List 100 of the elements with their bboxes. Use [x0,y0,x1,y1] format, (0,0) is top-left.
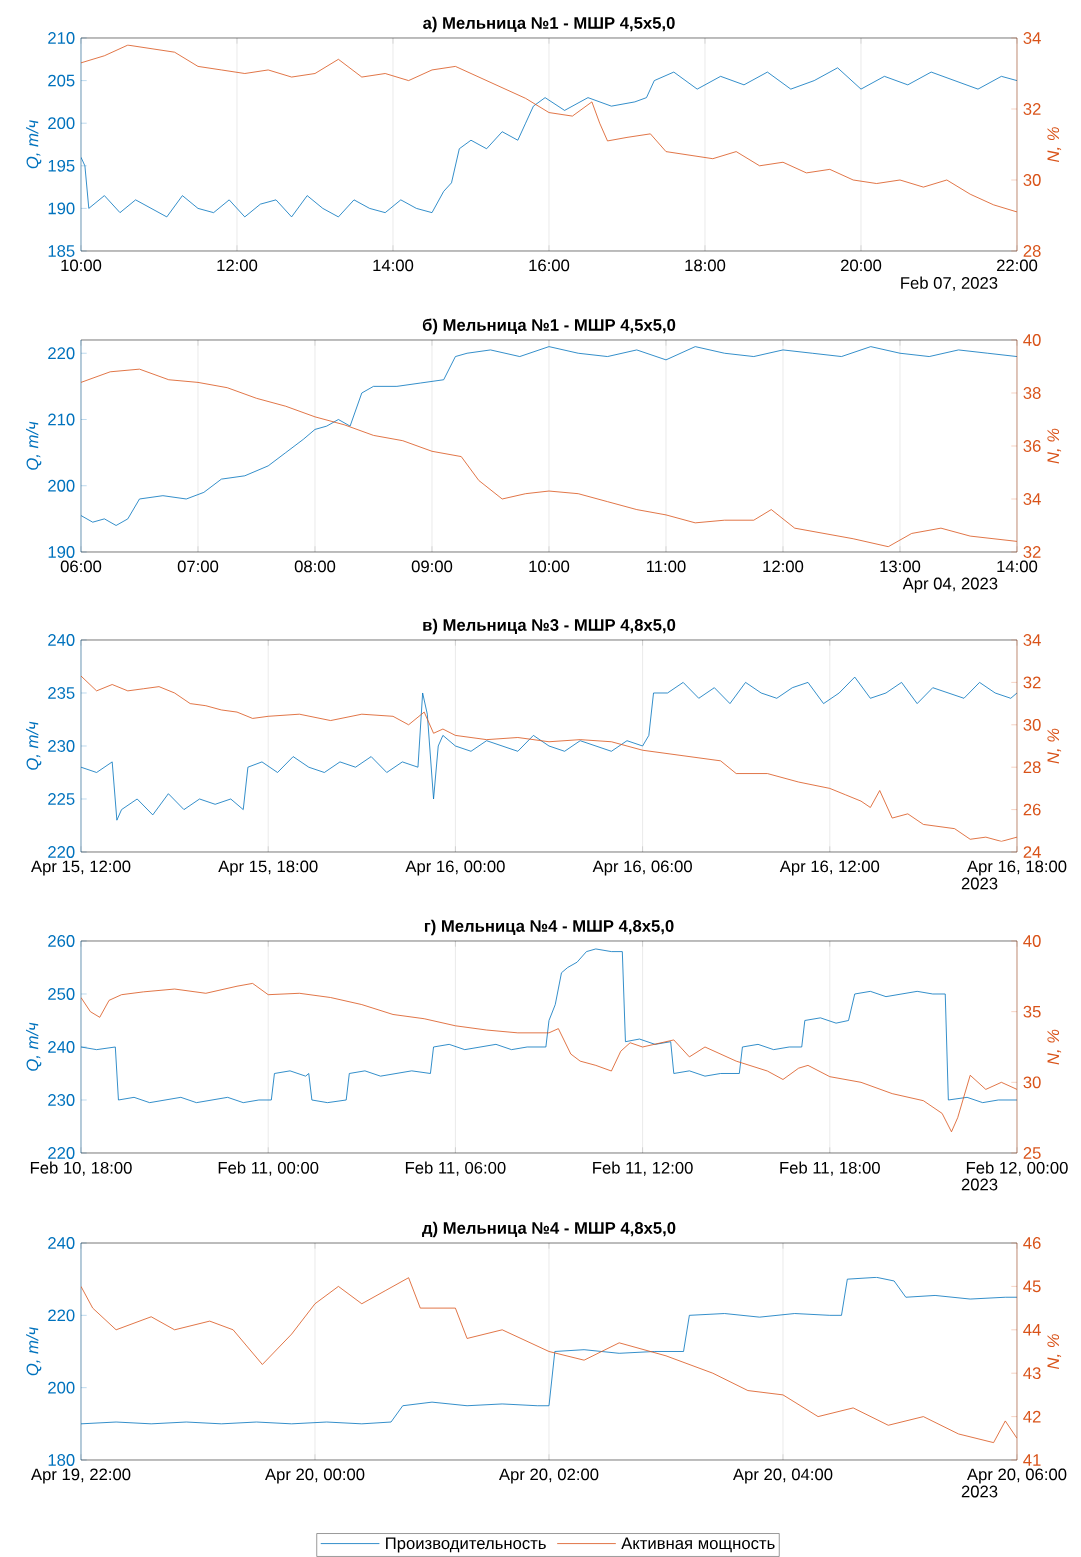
y-tick-label: 230 [48,740,75,752]
y-axis-title: Q, т/ч [26,1022,42,1071]
y2-tick-label: 32 [1023,103,1041,115]
y2-tick-label: 35 [1023,1005,1041,1018]
y2-tick-label: 36 [1023,440,1041,452]
y-tick-label: 240 [48,1041,75,1053]
y2-tick-label: 30 [1023,174,1041,186]
y2-tick-label: 28 [1023,245,1041,257]
line-series [81,346,1017,526]
y-axis-title: Q, т/ч [26,120,42,169]
y2-axis-title: N, % [1047,127,1062,163]
chart-title: г) Мельница №4 - МШР 4,8х5,0 [424,919,674,936]
y2-tick-label: 45 [1023,1280,1041,1293]
y-tick-label: 200 [48,1381,75,1394]
y-tick-label: 205 [48,74,75,87]
y2-tick-label: 38 [1023,387,1041,399]
y-tick-label: 235 [48,687,75,699]
y2-tick-label: 30 [1023,718,1041,731]
x-tick-label: 11:00 [647,560,686,573]
y2-tick-label: 46 [1023,1237,1041,1249]
y-tick-label: 200 [48,479,75,492]
x-tick-label: Feb 11, 18:00 [780,1161,880,1176]
y2-axis-title: N, % [1047,428,1062,464]
x-tick-label: Feb 11, 06:00 [405,1161,506,1176]
legend-label: Производительность [386,1537,546,1553]
x-tick-label: 07:00 [177,560,219,573]
x-tick-label: Apr 16, 12:00 [779,860,880,876]
x-tick-label: Apr 15, 12:00 [31,860,131,876]
x-tick-label: 20:00 [840,259,882,272]
y2-tick-label: 30 [1023,1076,1041,1089]
y-tick-label: 220 [48,1309,75,1322]
y-axis-title: Q, т/ч [26,1327,42,1376]
x-tick-label: Apr 20, 02:00 [499,1468,599,1484]
chart-title: б) Мельница №1 - МШР 4,5х5,0 [422,318,676,335]
x-tick-label: 13:00 [880,560,921,573]
x-tick-label: Apr 20, 04:00 [732,1468,833,1484]
y-tick-label: 200 [48,117,75,130]
text: 2023 [961,1178,998,1191]
y2-axis-title: N, % [1047,728,1062,764]
x-tick-label: 12:00 [217,259,258,272]
y2-tick-label: 43 [1023,1367,1041,1380]
x-tick-label: Apr 20, 00:00 [265,1468,365,1484]
y2-tick-label: 26 [1023,803,1041,816]
x-tick-label: Apr 19, 22:00 [31,1468,131,1484]
y-tick-label: 190 [48,202,75,215]
x-tick-label: 14:00 [997,560,1038,573]
x-tick-label: Feb 10, 18:00 [30,1161,132,1176]
chart-title: д) Мельница №4 - МШР 4,8х5,0 [422,1221,676,1238]
y2-tick-label: 41 [1023,1454,1041,1466]
y-tick-label: 240 [48,1237,75,1249]
y2-tick-label: 42 [1023,1410,1041,1423]
y-axis-title: Q, т/ч [26,721,42,770]
x-tick-label: Apr 16, 06:00 [592,860,692,876]
y2-tick-label: 34 [1023,634,1041,646]
y2-tick-label: 32 [1023,546,1041,558]
x-tick-label: Feb 12, 00:00 [966,1161,1068,1176]
legend-label: Активная мощность [621,1537,775,1553]
y2-tick-label: 44 [1023,1324,1041,1336]
y-tick-label: 195 [48,159,75,172]
y2-tick-label: 34 [1023,32,1041,44]
y-tick-label: 220 [48,347,75,360]
y2-axis-title: N, % [1047,1334,1062,1370]
y-tick-label: 230 [48,1094,75,1106]
y-tick-label: 220 [48,1147,75,1159]
y2-tick-label: 24 [1023,846,1041,858]
x-tick-label: 14:00 [373,259,414,272]
y-tick-label: 190 [48,546,75,558]
y-tick-label: 250 [48,988,75,1000]
x-tick-label: Apr 16, 18:00 [967,860,1067,876]
y2-tick-label: 32 [1023,676,1041,689]
x-tick-label: 12:00 [763,560,804,573]
x-tick-label: Apr 15, 18:00 [218,860,318,876]
text: 2023 [961,1485,998,1498]
x-tick-label: 18:00 [685,259,726,272]
text: Feb 07, 2023 [901,276,998,291]
x-tick-label: 08:00 [294,560,336,573]
x-tick-label: 22:00 [996,259,1038,272]
y-tick-label: 240 [48,634,75,646]
y2-axis-title: N, % [1047,1029,1062,1065]
text: Apr 04, 2023 [902,577,998,593]
x-tick-label: 09:00 [411,560,453,573]
x-tick-label: Feb 11, 00:00 [218,1161,319,1176]
x-tick-label: Apr 16, 00:00 [405,860,505,876]
x-tick-label: 16:00 [529,259,570,272]
x-tick-label: Feb 11, 12:00 [593,1161,693,1176]
y-tick-label: 185 [48,245,75,257]
y-axis-title: Q, т/ч [26,421,42,470]
y2-tick-label: 34 [1023,493,1041,505]
chart-title: в) Мельница №3 - МШР 4,8х5,0 [423,618,676,635]
chart-title: а) Мельница №1 - МШР 4,5х5,0 [423,16,675,33]
y2-tick-label: 40 [1023,334,1041,346]
y-tick-label: 225 [48,793,75,805]
x-tick-label: 10:00 [529,560,570,573]
y-tick-label: 210 [48,32,75,44]
y2-tick-label: 25 [1023,1147,1041,1159]
y-tick-label: 210 [48,413,75,426]
x-tick-label: 06:00 [60,560,102,573]
x-tick-label: 10:00 [61,259,102,272]
x-tick-label: Apr 20, 06:00 [966,1468,1067,1484]
y-tick-label: 220 [48,846,75,858]
